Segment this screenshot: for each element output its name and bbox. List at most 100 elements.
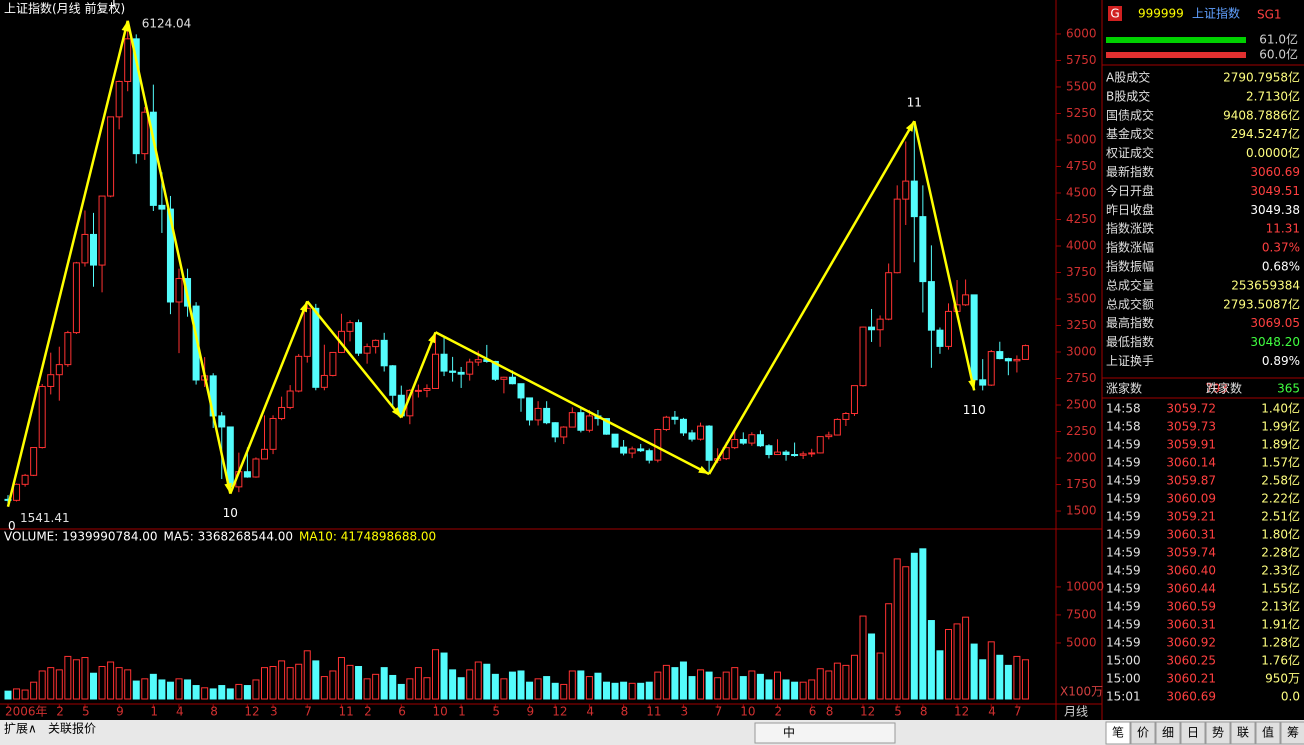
volume-bar bbox=[1004, 664, 1012, 700]
period-label[interactable]: 月线 bbox=[1064, 705, 1088, 719]
x-tick-label: 9 bbox=[116, 705, 124, 719]
y-tick-label: 5000 bbox=[1066, 132, 1097, 146]
ime-mode[interactable]: 中 bbox=[783, 725, 795, 740]
candle-body bbox=[372, 339, 380, 348]
candle-body bbox=[440, 353, 448, 372]
candle-body bbox=[81, 233, 89, 264]
candle-body bbox=[722, 447, 730, 460]
tick-price: 3060.59 bbox=[1166, 600, 1216, 614]
candle-body bbox=[799, 453, 807, 456]
stat-value: 9408.7886亿 bbox=[1223, 107, 1300, 122]
footer-link[interactable]: 扩展∧ bbox=[4, 722, 37, 736]
volume-bar bbox=[457, 677, 465, 700]
arrowhead bbox=[391, 407, 402, 418]
candle-body bbox=[192, 305, 200, 381]
volume-bar bbox=[252, 679, 260, 700]
volume-bar bbox=[577, 670, 585, 700]
candle-body bbox=[389, 365, 397, 396]
tab[interactable] bbox=[1105, 721, 1131, 745]
candle-body bbox=[278, 406, 286, 419]
volume-bar bbox=[953, 623, 961, 700]
tab-label[interactable]: 细 bbox=[1162, 726, 1174, 740]
volume-bar bbox=[628, 682, 636, 700]
volume-bar bbox=[13, 688, 21, 700]
volume-bar bbox=[278, 660, 286, 700]
tick-amount: 1.40亿 bbox=[1261, 401, 1300, 416]
volume-bar bbox=[919, 548, 927, 700]
tick-time: 14:59 bbox=[1106, 438, 1141, 452]
tab-label[interactable]: 势 bbox=[1212, 726, 1224, 740]
y-tick-label: 3500 bbox=[1066, 292, 1097, 306]
volume-bar bbox=[380, 667, 388, 700]
stat-value: 3048.20 bbox=[1250, 335, 1300, 349]
zigzag-segment bbox=[400, 331, 437, 418]
volume-bar bbox=[1013, 655, 1021, 700]
volume-bar bbox=[910, 552, 918, 700]
candle-body bbox=[115, 80, 123, 118]
breadth-label: 涨家数 bbox=[1106, 381, 1142, 396]
x-tick-label: 9 bbox=[527, 705, 535, 719]
footer-link[interactable]: 关联报价 bbox=[48, 721, 96, 736]
candle-body bbox=[945, 310, 952, 347]
tab[interactable] bbox=[1255, 721, 1281, 745]
tab-label[interactable]: 联 bbox=[1237, 726, 1249, 740]
candle-body bbox=[688, 432, 696, 440]
x-tick-label: 2 bbox=[56, 705, 64, 719]
tick-price: 3059.91 bbox=[1166, 438, 1216, 452]
icon-label: G bbox=[1110, 7, 1119, 21]
tab-label[interactable]: 日 bbox=[1187, 726, 1199, 740]
candle-body bbox=[457, 371, 465, 375]
y-tick-label: 10000 bbox=[1066, 579, 1104, 593]
stat-value: 2.7130亿 bbox=[1246, 88, 1300, 103]
tick-price: 3060.25 bbox=[1166, 654, 1216, 668]
tab-label[interactable]: 笔 bbox=[1112, 725, 1124, 740]
candle-body bbox=[603, 418, 610, 435]
candle-body bbox=[30, 447, 38, 476]
candle-body bbox=[414, 389, 422, 392]
tab[interactable] bbox=[1205, 721, 1231, 745]
y-tick-label: 4750 bbox=[1066, 159, 1097, 173]
ime-toolbar[interactable] bbox=[754, 722, 896, 744]
candle-body bbox=[500, 376, 508, 380]
zigzag-segment bbox=[229, 300, 309, 495]
x-tick-label: 1 bbox=[150, 705, 158, 719]
volume-bar bbox=[72, 659, 80, 700]
candle-body bbox=[825, 434, 833, 438]
wave-label: 10 bbox=[223, 506, 238, 520]
y-tick-label: 1750 bbox=[1066, 477, 1097, 491]
volume-bar bbox=[774, 671, 781, 700]
y-tick-label: 4500 bbox=[1066, 185, 1097, 199]
candle-body bbox=[47, 374, 55, 387]
candle-body bbox=[620, 446, 628, 454]
tab[interactable] bbox=[1155, 721, 1181, 745]
x-tick-label: 11 bbox=[646, 705, 661, 719]
candle-body bbox=[628, 448, 636, 454]
stat-value: 0.89% bbox=[1262, 354, 1300, 368]
tick-amount: 1.57亿 bbox=[1261, 455, 1300, 470]
candle-body bbox=[303, 307, 311, 357]
tab-label[interactable]: 值 bbox=[1262, 725, 1274, 740]
tab[interactable] bbox=[1230, 721, 1256, 745]
candle-body bbox=[850, 385, 858, 415]
volume-bar bbox=[850, 654, 858, 700]
volume-bar bbox=[722, 671, 730, 700]
tick-price: 3060.69 bbox=[1166, 690, 1216, 704]
candle-body bbox=[432, 353, 439, 389]
tab-label[interactable]: 价 bbox=[1137, 726, 1149, 740]
tag: SG1 bbox=[1257, 8, 1282, 22]
tab[interactable] bbox=[1280, 721, 1304, 745]
candle-body bbox=[919, 216, 927, 283]
tab-label[interactable]: 筹 bbox=[1287, 726, 1299, 740]
y-tick-label: 2250 bbox=[1066, 424, 1097, 438]
tick-time: 14:59 bbox=[1106, 600, 1141, 614]
volume-bar bbox=[833, 662, 841, 700]
candle-body bbox=[551, 422, 559, 438]
volume-bar bbox=[201, 687, 209, 700]
tab[interactable] bbox=[1130, 721, 1156, 745]
candle-body bbox=[808, 452, 816, 455]
tab[interactable] bbox=[1180, 721, 1206, 745]
candle-body bbox=[355, 322, 363, 354]
candle-body bbox=[38, 385, 46, 449]
tick-amount: 2.22亿 bbox=[1261, 491, 1300, 506]
y-tick-label: 4250 bbox=[1066, 212, 1097, 226]
